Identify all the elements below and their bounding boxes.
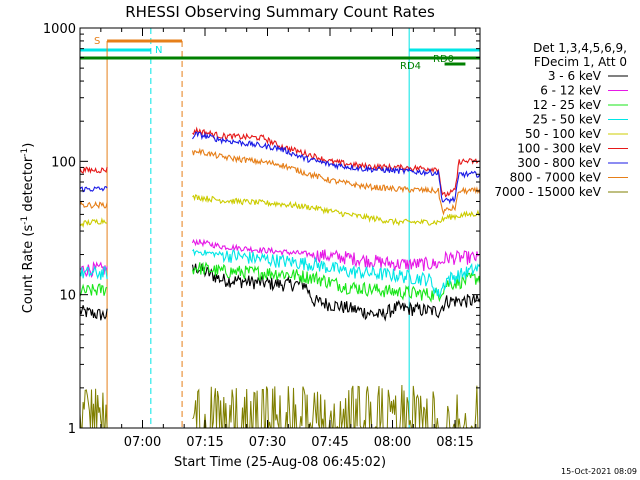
rd0-label: RD0	[433, 54, 454, 65]
series-layer	[79, 126, 481, 430]
x-tick-label: 07:30	[249, 435, 286, 450]
legend-label: 300 - 800 keV	[517, 156, 601, 170]
legend-label: 7000 - 15000 keV	[494, 185, 601, 199]
x-tick-label: 07:45	[311, 435, 348, 450]
legend-label: 12 - 25 keV	[533, 98, 602, 112]
x-tick-label: 07:00	[124, 435, 161, 450]
y-tick-label: 100	[51, 155, 76, 170]
series-3-to-6keV-line	[79, 263, 481, 322]
legend-label: 25 - 50 keV	[533, 113, 602, 127]
legend-label: 6 - 12 keV	[540, 84, 602, 98]
legend-header-line-2: FDecim 1, Att 0	[534, 55, 627, 69]
x-axis: 07:00 07:15 07:30 07:45 08:00 08:15	[79, 28, 477, 450]
x-tick-label: 07:15	[186, 435, 223, 450]
legend-label: 50 - 100 keV	[525, 127, 602, 141]
series-7000-to-15000keV-line	[79, 384, 480, 430]
series-100-to-300keV-line	[79, 126, 481, 198]
plot-frame	[79, 27, 481, 429]
annotation-layer: S N RD0 RD4	[79, 28, 481, 428]
legend-label: 100 - 300 keV	[517, 142, 601, 156]
x-tick-label: 08:00	[374, 435, 411, 450]
saa-label: S	[94, 36, 100, 47]
render-timestamp: 15-Oct-2021 08:09	[561, 467, 637, 476]
y-tick-label: 1000	[43, 22, 76, 37]
y-axis: 1 10 100 1000	[43, 22, 480, 437]
legend-label: 3 - 6 keV	[548, 69, 602, 83]
series-800-to-7000keV-line	[79, 147, 481, 216]
x-axis-label: Start Time (25-Aug-08 06:45:02)	[174, 455, 386, 470]
legend: Det 1,3,4,5,6,9, FDecim 1, Att 0 3 - 6 k…	[494, 41, 628, 199]
series-50-to-100keV-line	[79, 194, 481, 229]
y-tick-label: 10	[59, 289, 76, 304]
legend-label: 800 - 7000 keV	[510, 171, 602, 185]
series-12-to-25keV-line	[79, 261, 481, 303]
x-tick-label: 08:15	[436, 435, 473, 450]
series-300-to-800keV-line	[79, 131, 481, 205]
y-tick-label: 1	[68, 422, 76, 437]
y-axis-label: Count Rate (s-1 detector-1)	[20, 143, 36, 314]
legend-header-line-1: Det 1,3,4,5,6,9,	[533, 41, 627, 55]
series-25-to-50keV-line	[79, 248, 481, 298]
night-label: N	[155, 45, 162, 56]
rd4-label: RD4	[400, 61, 421, 72]
chart-title: RHESSI Observing Summary Count Rates	[125, 3, 435, 21]
